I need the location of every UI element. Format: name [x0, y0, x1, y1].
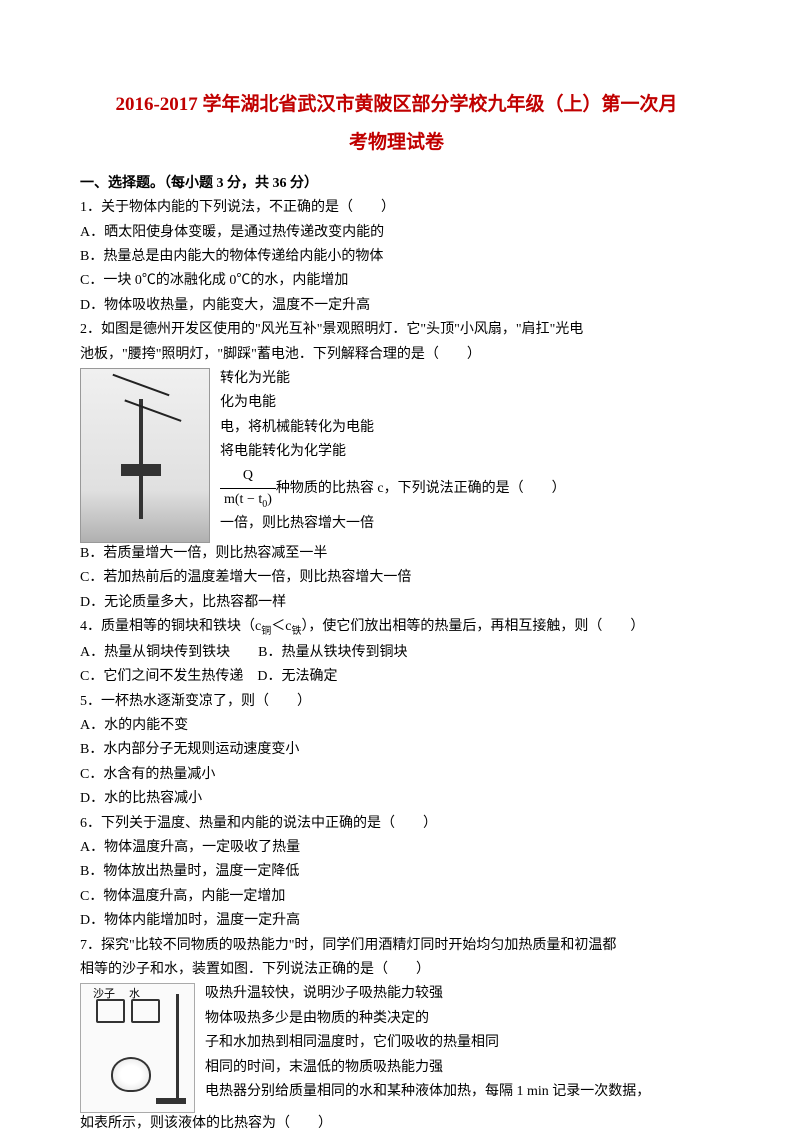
q4-options-ab: A．热量从铜块传到铁块 B．热量从铁块传到铜块: [80, 642, 713, 664]
q7-stem-line2: 相等的沙子和水，装置如图．下列说法正确的是（ ）: [80, 959, 713, 981]
q5-option-c: C．水含有的热量减小: [80, 764, 713, 786]
q5-option-a: A．水的内能不变: [80, 715, 713, 737]
q8-stem-line2: 如表所示，则该液体的比热容为（ ）: [80, 1113, 713, 1135]
apparatus-figure: 沙子 水: [80, 983, 195, 1113]
label-water: 水: [129, 986, 140, 1004]
q2-stem-line1: 2．如图是德州开发区使用的"风光互补"景观照明灯．它"头顶"小风扇，"肩扛"光电: [80, 319, 713, 341]
q3-formula-numerator: Q: [220, 465, 276, 488]
q4-stem: 4．质量相等的铜块和铁块（c铜＜c铁），使它们放出相等的热量后，再相互接触，则（…: [80, 616, 713, 640]
q3-option-d: D．无论质量多大，比热容都一样: [80, 592, 713, 614]
q1-option-b: B．热量总是由内能大的物体传递给内能小的物体: [80, 246, 713, 268]
q3-formula-denominator: m(t − t0): [220, 489, 276, 513]
q3-option-b: B．若质量增大一倍，则比热容减至一半: [80, 543, 713, 565]
q7-stem-line1: 7．探究"比较不同物质的吸热能力"时，同学们用酒精灯同时开始均匀加热质量和初温都: [80, 935, 713, 957]
q5-option-d: D．水的比热容减小: [80, 788, 713, 810]
section-1-header: 一、选择题。（每小题 3 分，共 36 分）: [80, 173, 713, 195]
q6-option-a: A．物体温度升高，一定吸收了热量: [80, 837, 713, 859]
q1-stem: 1．关于物体内能的下列说法，不正确的是（ ）: [80, 197, 713, 219]
q5-option-b: B．水内部分子无规则运动速度变小: [80, 739, 713, 761]
q2-stem-line2: 池板，"腰挎"照明灯，"脚踩"蓄电池．下列解释合理的是（ ）: [80, 344, 713, 366]
q1-option-c: C．一块 0℃的冰融化成 0℃的水，内能增加: [80, 270, 713, 292]
q1-option-a: A．晒太阳使身体变暖，是通过热传递改变内能的: [80, 222, 713, 244]
q3-formula: Q m(t − t0): [220, 465, 276, 512]
label-sand: 沙子: [93, 986, 115, 1004]
q6-option-d: D．物体内能增加时，温度一定升高: [80, 910, 713, 932]
q4-options-cd: C．它们之间不发生热传递 D．无法确定: [80, 666, 713, 688]
q3-stem-suffix: 种物质的比热容 c，下列说法正确的是（ ）: [276, 478, 566, 500]
exam-title-line2: 考物理试卷: [80, 128, 713, 158]
exam-title-line1: 2016-2017 学年湖北省武汉市黄陂区部分学校九年级（上）第一次月: [80, 90, 713, 120]
q6-option-c: C．物体温度升高，内能一定增加: [80, 886, 713, 908]
windmill-figure: [80, 368, 210, 543]
q3-option-c: C．若加热前后的温度差增大一倍，则比热容增大一倍: [80, 567, 713, 589]
q6-stem: 6．下列关于温度、热量和内能的说法中正确的是（ ）: [80, 813, 713, 835]
q5-stem: 5．一杯热水逐渐变凉了，则（ ）: [80, 691, 713, 713]
q1-option-d: D．物体吸收热量，内能变大，温度不一定升高: [80, 295, 713, 317]
q6-option-b: B．物体放出热量时，温度一定降低: [80, 861, 713, 883]
